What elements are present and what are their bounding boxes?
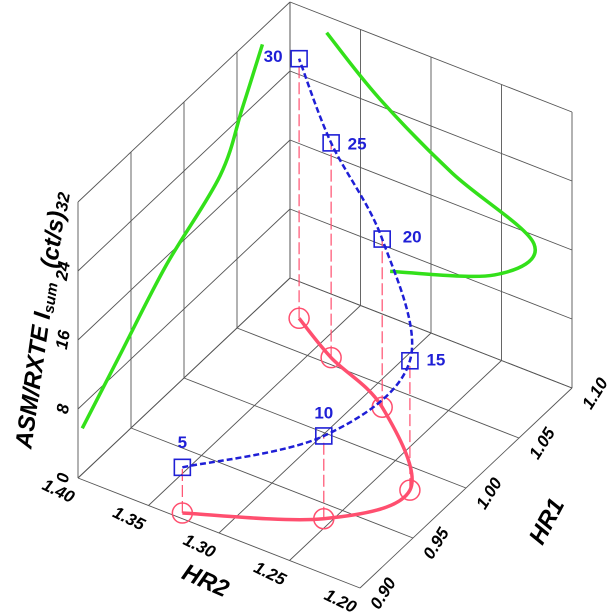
y-tick-label: 0.95: [419, 524, 453, 563]
x-tick-label: 1.25: [251, 558, 290, 590]
x-tick-label: 1.35: [110, 503, 149, 535]
point-label: 5: [178, 433, 187, 452]
track-point: [322, 134, 340, 152]
y-axis-title: HR1: [524, 494, 570, 549]
point-label: 15: [426, 350, 445, 369]
track-point: [401, 351, 419, 370]
x-tick-label: 1.30: [180, 530, 219, 562]
y-tick-label: 0.90: [366, 574, 400, 613]
y-tick-label: 1.10: [578, 374, 607, 413]
wall-grid-line: [77, 70, 291, 272]
wall-projection-hr2: [325, 31, 537, 279]
x-tick-label: 1.20: [321, 585, 360, 613]
wall-grid-line: [77, 277, 291, 479]
point-label: 10: [314, 403, 333, 422]
x-axis-title: HR2: [178, 559, 233, 603]
z-tick-label: 32: [52, 190, 74, 212]
floor-grid-line: [130, 427, 414, 539]
wall-projection-hr1: [80, 43, 265, 430]
z-tick-label: 8: [53, 402, 73, 415]
track-point: [373, 230, 391, 248]
floor-grid-line: [183, 377, 467, 489]
track-point: [290, 49, 308, 68]
z-tick-label: 24: [52, 259, 74, 282]
wall-grid-line: [289, 208, 573, 320]
wall-grid-line: [77, 139, 291, 341]
grid: [77, 1, 573, 589]
track-line: [182, 58, 414, 469]
z-axis-title-sub: sum: [40, 281, 61, 314]
track-point: [173, 458, 192, 477]
floor-projection: [182, 317, 414, 522]
y-tick-label: 1.00: [472, 474, 506, 513]
point-label: 20: [403, 228, 422, 247]
z-tick-label: 0: [53, 471, 73, 484]
z-axis-title-main: ASM/RXTE I: [11, 309, 57, 451]
track-point: [314, 427, 333, 445]
wall-grid-line: [289, 277, 573, 389]
wall-grid-line: [289, 70, 573, 182]
z-axis-title-unit: (ct/s): [36, 209, 71, 270]
wall-grid-line: [77, 208, 291, 410]
marks: [80, 31, 537, 530]
y-tick-label: 1.05: [525, 424, 559, 463]
floor-grid-line: [236, 327, 520, 439]
point-label: 30: [264, 47, 283, 66]
wall-grid-line: [289, 1, 573, 113]
z-tick-label: 16: [52, 328, 74, 350]
point-label: 25: [348, 134, 367, 153]
wall-grid-line: [77, 1, 291, 203]
floor-grid-line: [77, 477, 361, 589]
